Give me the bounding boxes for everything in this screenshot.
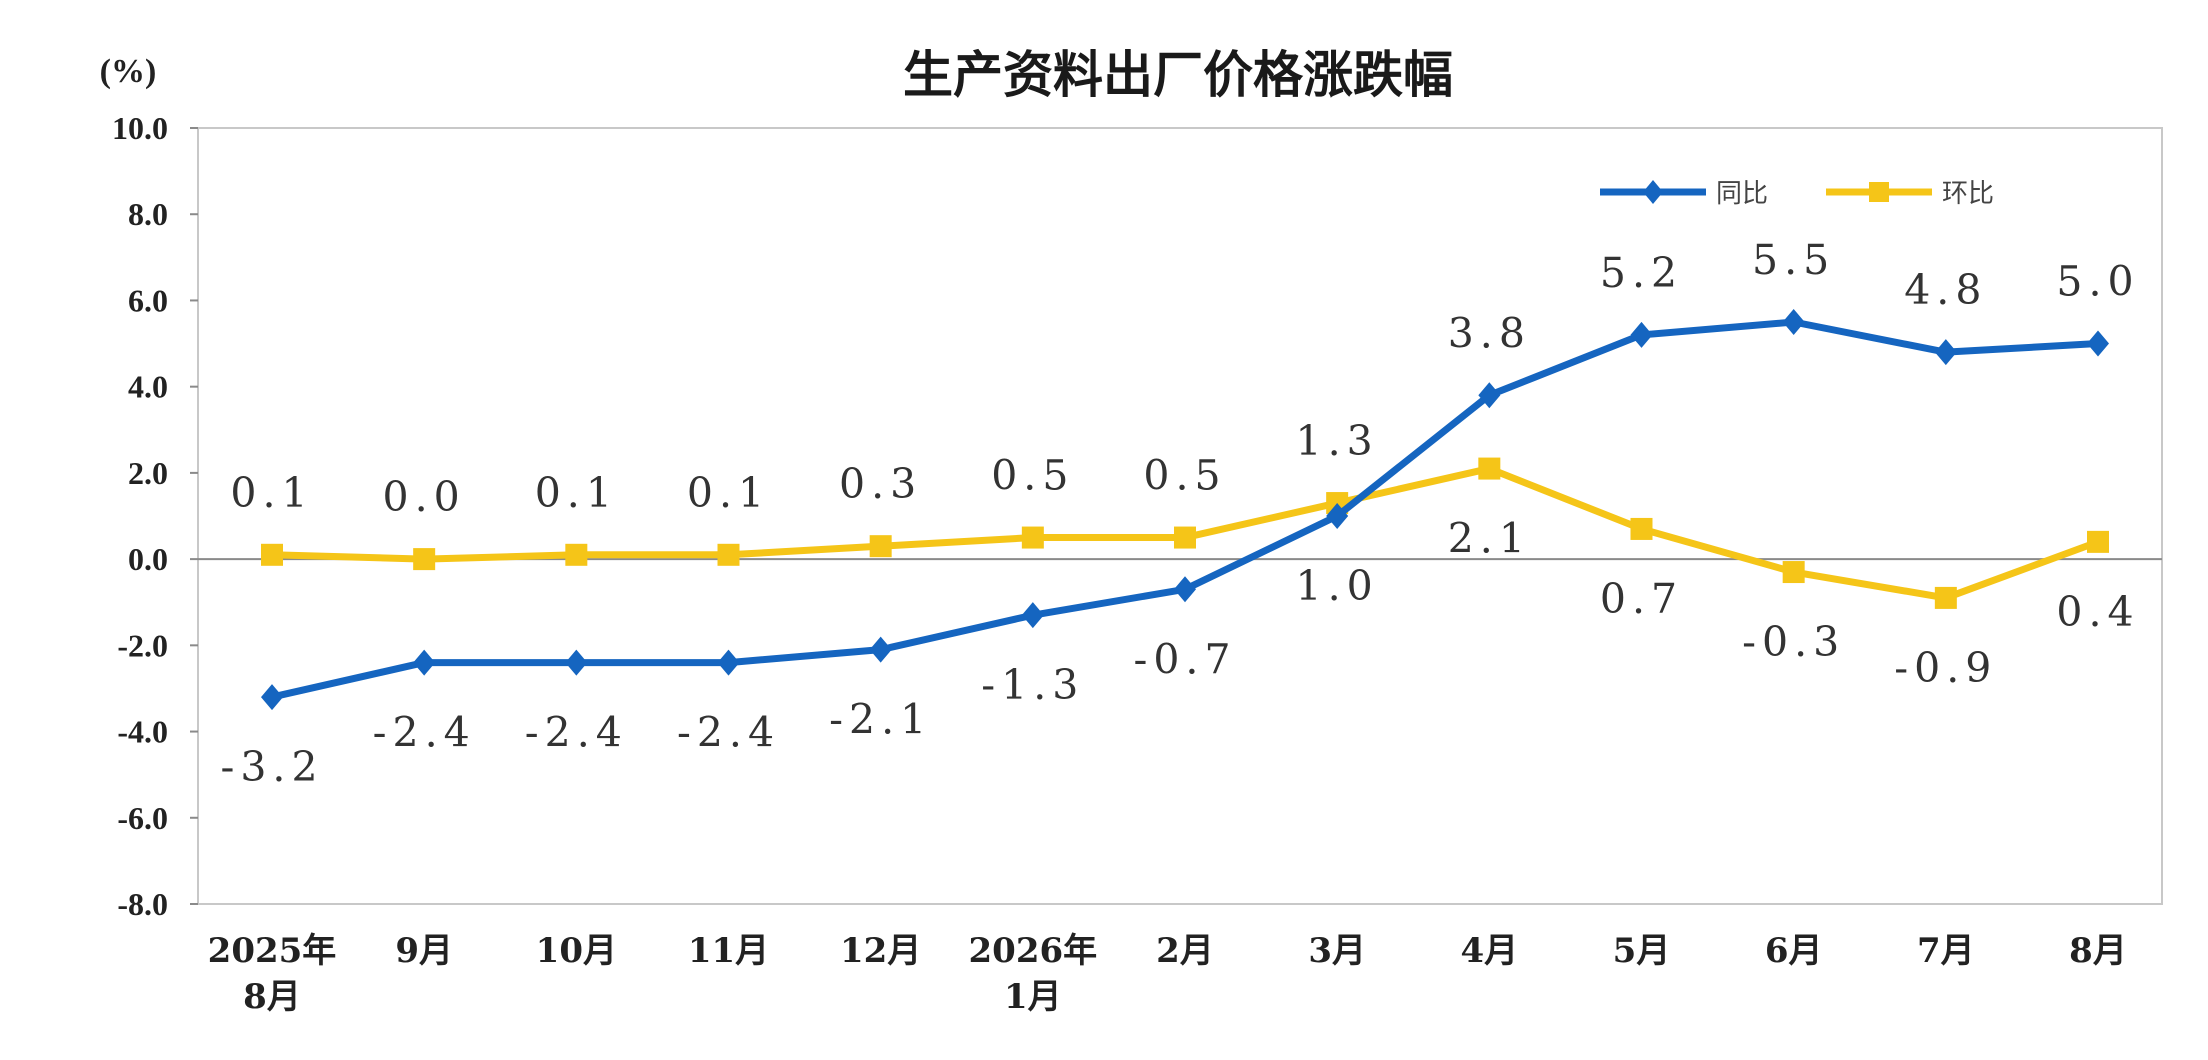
y-tick-label: 0.0 (128, 541, 168, 577)
data-point-diamond (2087, 330, 2109, 357)
x-tick-label: 4月 (1460, 931, 1518, 971)
data-point-square (717, 543, 740, 566)
data-point-square (1021, 526, 1044, 549)
data-label: 1.3 (1296, 417, 1379, 465)
y-tick-label: 4.0 (128, 369, 168, 405)
x-tick-label: 7月 (1917, 931, 1975, 971)
legend-label: 同比 (1716, 179, 1768, 209)
series-layer (261, 309, 2109, 711)
chart-title: 生产资料出厂价格涨跌幅 (903, 46, 1453, 104)
data-label: 5.2 (1600, 249, 1683, 297)
y-axis-unit: (%) (100, 53, 157, 90)
data-label: -0.9 (1894, 644, 1997, 692)
data-point-square (1630, 517, 1653, 540)
data-point-square (869, 535, 892, 558)
legend-label: 环比 (1942, 179, 1994, 209)
data-label: -2.4 (373, 709, 476, 757)
data-point-diamond (261, 684, 283, 711)
x-tick-label: 5月 (1613, 931, 1671, 971)
y-tick-label: -4.0 (117, 714, 168, 750)
data-label: 5.0 (2056, 258, 2139, 306)
data-label: 0.5 (991, 452, 1074, 500)
x-tick-label: 10月 (536, 931, 617, 971)
y-tick-label: 2.0 (128, 455, 168, 491)
x-tick-label: 8月 (2069, 931, 2127, 971)
data-point-diamond (1326, 503, 1349, 529)
data-point-square (565, 543, 588, 566)
x-tick-label: 9月 (395, 931, 453, 971)
x-tick-label: 2025年 8月 (208, 931, 337, 1017)
x-tick-label: 12月 (840, 931, 921, 971)
y-tick-label: 10.0 (112, 110, 168, 146)
x-tick-label: 11月 (688, 931, 769, 971)
data-label: -2.4 (525, 709, 628, 757)
data-point-diamond (1478, 382, 1501, 409)
x-tick-label: 3月 (1308, 931, 1366, 971)
data-point-square (413, 548, 436, 571)
legend-swatch-square (1869, 182, 1889, 202)
data-point-square (1478, 457, 1501, 480)
data-label: 0.1 (230, 469, 313, 517)
data-point-diamond (1934, 339, 1957, 366)
data-label: 0.3 (839, 460, 922, 508)
x-axis-ticks: 2025年 8月 9月 10月 11月 12月 2026年 1月 2月 3月 4月 5月 6月 7月 8月 (208, 931, 2127, 1017)
x-tick-label: 6月 (1765, 931, 1823, 971)
y-tick-label: 6.0 (128, 282, 168, 318)
data-point-square (261, 543, 283, 566)
data-label: -0.3 (1742, 618, 1845, 666)
x-tick-label: 2026年 1月 (969, 931, 1098, 1017)
data-point-diamond (869, 636, 892, 663)
data-label: 0.1 (535, 469, 618, 517)
data-label: -2.1 (829, 696, 932, 744)
data-point-diamond (1021, 602, 1044, 629)
data-label: -3.2 (220, 743, 323, 791)
y-tick-label: -2.0 (117, 627, 168, 663)
data-point-square (1174, 526, 1196, 549)
legend: 同比 环比 (1600, 179, 1994, 209)
y-tick-label: -6.0 (117, 800, 168, 836)
data-point-diamond (1782, 309, 1805, 335)
y-tick-label: -8.0 (117, 886, 168, 922)
legend-swatch-diamond (1643, 180, 1663, 204)
data-point-diamond (1174, 576, 1196, 603)
data-label: 0.7 (1600, 575, 1683, 623)
data-point-diamond (717, 649, 740, 676)
data-point-diamond (413, 649, 436, 676)
data-label: 3.8 (1448, 309, 1531, 357)
data-label: 0.5 (1143, 452, 1226, 500)
data-point-diamond (565, 649, 588, 676)
plot-area (197, 127, 2163, 905)
data-point-square (2087, 530, 2109, 553)
data-label: 1.0 (1296, 562, 1379, 610)
data-point-diamond (1630, 321, 1653, 348)
data-label: 4.8 (1904, 266, 1987, 314)
y-axis-ticks: 10.0 8.0 6.0 4.0 2.0 0.0 -2.0 -4.0 -6.0 -8.0 (112, 110, 198, 922)
x-tick-label: 2月 (1156, 931, 1214, 971)
data-label: 5.5 (1752, 236, 1835, 284)
data-point-square (1934, 586, 1957, 609)
data-labels-layer: -3.2 -2.4 -2.4 -2.4 -2.1 -1.3 -0.7 1.0 3.8 5.2 5.5… (220, 236, 2139, 791)
data-label: 0.0 (383, 473, 466, 521)
data-label: 0.4 (2056, 588, 2139, 636)
data-label: -0.7 (1133, 635, 1236, 683)
data-label: 0.1 (687, 469, 770, 517)
y-tick-label: 8.0 (128, 196, 168, 232)
data-label: 2.1 (1448, 515, 1531, 563)
data-label: -2.4 (677, 709, 780, 757)
data-label: -1.3 (981, 661, 1084, 709)
data-point-square (1782, 561, 1805, 584)
